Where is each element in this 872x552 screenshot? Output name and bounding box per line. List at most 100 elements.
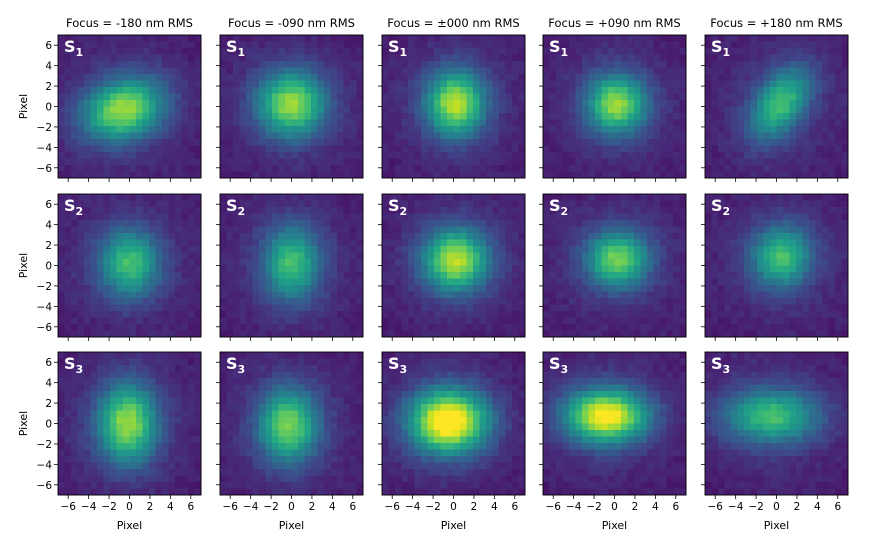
heatmap-cell [311, 145, 318, 153]
heatmap-cell [350, 74, 357, 81]
heatmap-cell [356, 317, 364, 325]
heatmap-cell [647, 324, 654, 331]
heatmap-cell [149, 132, 156, 140]
heatmap-cell [608, 233, 615, 240]
heatmap-cell [116, 233, 124, 240]
heatmap-cell [776, 48, 784, 55]
heatmap-cell [149, 74, 156, 81]
heatmap-cell [466, 213, 474, 221]
heatmap-cell [744, 239, 751, 247]
heatmap-cell [434, 113, 441, 120]
heatmap-cell [453, 226, 461, 234]
heatmap-cell [103, 285, 111, 292]
heatmap-cell [188, 246, 195, 253]
heatmap-cell [343, 93, 351, 101]
heatmap-cell [835, 272, 842, 279]
heatmap-cell [543, 119, 550, 127]
heatmap-cell [841, 35, 849, 42]
heatmap-cell [77, 119, 85, 127]
heatmap-cell [285, 272, 292, 279]
heatmap-cell [627, 330, 635, 338]
heatmap-cell [473, 298, 480, 305]
heatmap-cell [188, 139, 195, 146]
heatmap-cell [711, 200, 719, 208]
heatmap-cell [731, 74, 738, 81]
heatmap-cell [744, 67, 751, 75]
heatmap-cell [796, 226, 803, 234]
heatmap-cell [679, 259, 687, 266]
heatmap-cell [505, 311, 513, 318]
heatmap-cell [770, 61, 777, 68]
heatmap-cell [556, 304, 563, 312]
heatmap-cell [64, 132, 72, 140]
heatmap-cell [776, 171, 784, 179]
heatmap-cell [549, 93, 557, 101]
heatmap-cell [486, 207, 493, 214]
heatmap-cell [64, 74, 72, 81]
heatmap-cell [285, 171, 292, 179]
heatmap-cell [460, 132, 467, 140]
heatmap-cell [136, 311, 143, 318]
heatmap-cell [311, 259, 318, 266]
heatmap-cell [724, 265, 732, 273]
heatmap-cell [136, 100, 143, 107]
heatmap-cell [136, 278, 143, 286]
heatmap-cell [291, 226, 299, 234]
heatmap-cell [466, 324, 474, 331]
heatmap-cell [569, 35, 576, 42]
heatmap-cell [608, 200, 615, 208]
heatmap-cell [608, 100, 615, 107]
heatmap-cell [556, 74, 563, 81]
heatmap-cell [97, 252, 104, 260]
heatmap-cell [330, 100, 338, 107]
heatmap-cell [317, 194, 325, 201]
heatmap-cell [796, 113, 803, 120]
heatmap-cell [64, 233, 72, 240]
heatmap-cell [835, 152, 842, 159]
heatmap-cell [841, 74, 849, 81]
heatmap-cell [757, 311, 764, 318]
heatmap-cell [737, 126, 745, 133]
heatmap-cell [447, 220, 454, 227]
heatmap-cell [77, 165, 85, 172]
heatmap-cell [724, 226, 732, 234]
heatmap-cell [724, 74, 732, 81]
heatmap-cell [298, 74, 305, 81]
heatmap-cell [90, 226, 98, 234]
heatmap-cell [239, 233, 247, 240]
heatmap-cell [304, 171, 312, 179]
heatmap-cell [757, 145, 764, 153]
heatmap-cell [621, 106, 628, 114]
heatmap-cell [162, 200, 169, 208]
heatmap-cell [97, 80, 104, 88]
heatmap-cell [142, 291, 150, 299]
heatmap-cell [796, 278, 803, 286]
heatmap-cell [737, 132, 745, 140]
heatmap-cell [601, 132, 609, 140]
heatmap-cell [783, 324, 790, 331]
heatmap-cell [776, 324, 784, 331]
heatmap-cell [549, 304, 557, 312]
heatmap-cell [835, 61, 842, 68]
heatmap-cell [770, 35, 777, 42]
heatmap-cell [711, 291, 719, 299]
heatmap-cell [679, 233, 687, 240]
heatmap-cell [492, 93, 500, 101]
heatmap-cell [505, 259, 513, 266]
heatmap-cell [123, 74, 130, 81]
heatmap-cell [601, 317, 609, 325]
heatmap-cell [608, 41, 615, 49]
heatmap-cell [744, 139, 751, 146]
heatmap-cell [601, 252, 609, 260]
heatmap-cell [822, 54, 829, 62]
heatmap-cell [608, 304, 615, 312]
heatmap-cell [110, 145, 117, 153]
heatmap-cell [71, 285, 78, 292]
heatmap-cell [673, 265, 680, 273]
heatmap-cell [614, 265, 622, 273]
heatmap-cell [330, 139, 338, 146]
heatmap-cell [272, 87, 279, 94]
heatmap-cell [569, 304, 576, 312]
heatmap-cell [181, 324, 189, 331]
heatmap-cell [569, 200, 576, 208]
